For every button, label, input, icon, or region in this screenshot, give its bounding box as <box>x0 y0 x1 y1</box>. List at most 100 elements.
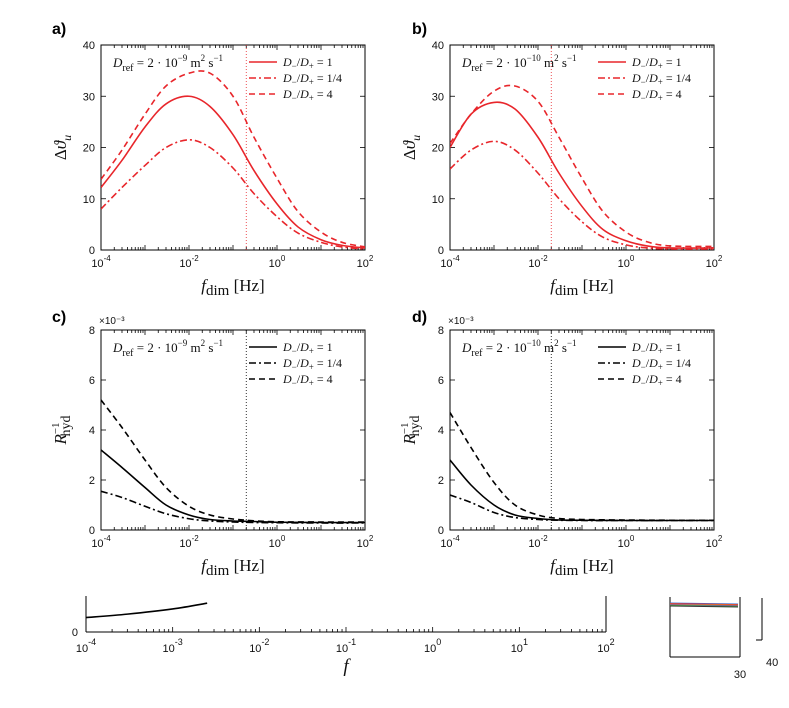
fragment-series-line <box>669 603 739 606</box>
reference-label: Dref = 2 · 10−9 m2 s−1 <box>112 53 223 74</box>
panel-label: b) <box>412 21 427 38</box>
y-axis-label: R−1hyd <box>399 415 423 445</box>
y-tick-label: 0 <box>72 627 78 639</box>
x-tick-label: 100 <box>424 637 441 655</box>
y-tick-label: 0 <box>438 525 444 537</box>
legend-entry: D−/D+ = 4 <box>282 372 333 388</box>
series-line-solid <box>85 602 208 619</box>
x-axis-label: fdim [Hz] <box>550 276 613 299</box>
x-tick-label: 100 <box>618 254 635 270</box>
fragment-series-line <box>669 603 739 606</box>
x-tick-label: 10-2 <box>249 637 269 655</box>
legend-entry: D−/D+ = 1/4 <box>282 356 342 372</box>
legend-entry: D−/D+ = 1 <box>282 340 333 356</box>
y-tick-label: 40 <box>83 40 95 52</box>
x-axis-label: fdim [Hz] <box>201 276 264 299</box>
x-tick-label: 102 <box>597 637 614 655</box>
y-axis-label: R−1hyd <box>50 415 74 445</box>
panel-a: a) 0 10 20 30 40 10-4 10-2 100 102 fdim [Hz] Δϑu Dre… <box>51 21 374 299</box>
y-tick-label: 4 <box>438 425 444 437</box>
x-tick-label: 10-2 <box>528 254 548 270</box>
y-tick-label: 2 <box>438 475 444 487</box>
reference-label: Dref = 2 · 10−9 m2 s−1 <box>112 338 223 359</box>
series-line-solid <box>101 95 365 249</box>
x-tick-label: 10-4 <box>440 534 460 550</box>
x-tick-label: 102 <box>357 254 374 270</box>
y-tick-label: 30 <box>432 91 444 103</box>
y-tick-label: 0 <box>89 245 95 257</box>
series-line-dashdot <box>101 139 365 250</box>
y-tick-label: 10 <box>432 194 444 206</box>
panel-b: b) 0 10 20 30 40 10-4 10-2 100 102 fdim [Hz] Δϑu Dre… <box>400 21 723 299</box>
legend-entry: D−/D+ = 1/4 <box>282 71 342 87</box>
fragment-series-line <box>669 604 739 607</box>
panel-label: d) <box>412 309 427 326</box>
x-tick-label: 10-2 <box>179 534 199 550</box>
legend-entry: D−/D+ = 1/4 <box>631 356 691 372</box>
series-line-dashed <box>101 70 365 248</box>
x-tick-label: 100 <box>269 534 286 550</box>
reference-label: Dref = 2 · 10−10 m2 s−1 <box>461 53 577 74</box>
y-tick-label: 0 <box>89 525 95 537</box>
x-tick-label: 10-4 <box>91 254 111 270</box>
legend-entry: D−/D+ = 1 <box>631 55 682 71</box>
fragment-series-line <box>669 604 739 607</box>
x-tick-label: 10-4 <box>91 534 111 550</box>
series-line-solid <box>101 449 365 524</box>
panel-label: a) <box>52 21 66 38</box>
y-axis-label: Δϑu <box>51 135 74 160</box>
x-tick-label: 102 <box>706 534 723 550</box>
y-tick-label: 8 <box>89 325 95 337</box>
legend-entry: D−/D+ = 4 <box>282 87 333 103</box>
x-tick-label: 100 <box>618 534 635 550</box>
x-tick-label: 10-3 <box>163 637 183 655</box>
fragment-tick-label: 30 <box>734 669 746 681</box>
bottom-strip-axis: 10-4 10-3 10-2 10-1 100 101 102 0 f <box>72 596 615 677</box>
series-line-dashed <box>450 84 714 248</box>
legend-entry: D−/D+ = 1/4 <box>631 71 691 87</box>
x-tick-label: 10-4 <box>440 254 460 270</box>
x-tick-label: 102 <box>357 534 374 550</box>
legend-entry: D−/D+ = 1 <box>631 340 682 356</box>
panel-c: c) 0 2 4 6 8 ×10⁻³ 10-4 10-2 100 102 fdim [Hz] R−1hy… <box>50 309 374 579</box>
y-tick-label: 2 <box>89 475 95 487</box>
x-tick-label: 10-1 <box>336 637 356 655</box>
legend-entry: D−/D+ = 1 <box>282 55 333 71</box>
y-tick-label: 10 <box>83 194 95 206</box>
x-tick-label: 10-4 <box>76 637 96 655</box>
x-axis-label: f <box>343 656 351 677</box>
y-multiplier: ×10⁻³ <box>99 316 125 327</box>
y-tick-label: 0 <box>438 245 444 257</box>
x-tick-label: 101 <box>511 637 528 655</box>
series-line-dashdot <box>450 494 714 522</box>
y-tick-label: 6 <box>89 375 95 387</box>
reference-label: Dref = 2 · 10−10 m2 s−1 <box>461 338 577 359</box>
x-tick-label: 100 <box>269 254 286 270</box>
x-tick-label: 102 <box>706 254 723 270</box>
x-tick-label: 10-2 <box>179 254 199 270</box>
y-tick-label: 20 <box>432 143 444 155</box>
series-line-dashed <box>450 412 714 522</box>
series-line-dashdot <box>450 140 714 250</box>
legend-entry: D−/D+ = 4 <box>631 87 682 103</box>
x-axis-label: fdim [Hz] <box>550 556 613 579</box>
series-line-dashed <box>101 399 365 523</box>
y-tick-label: 20 <box>83 143 95 155</box>
y-tick-label: 40 <box>432 40 444 52</box>
panel-label: c) <box>52 309 66 326</box>
fragment-series-line <box>669 602 739 605</box>
y-tick-label: 4 <box>89 425 95 437</box>
y-tick-label: 8 <box>438 325 444 337</box>
fragment-series-line <box>669 605 739 608</box>
y-multiplier: ×10⁻³ <box>448 316 474 327</box>
series-line-dashdot <box>101 490 365 524</box>
series-line-solid <box>450 101 714 249</box>
legend-entry: D−/D+ = 4 <box>631 372 682 388</box>
panel-d: d) 0 2 4 6 8 ×10⁻³ 10-4 10-2 100 102 fdim [Hz] R−1hy… <box>399 309 723 579</box>
y-axis-label: Δϑu <box>400 135 423 160</box>
y-tick-label: 6 <box>438 375 444 387</box>
y-tick-label: 30 <box>83 91 95 103</box>
x-axis-label: fdim [Hz] <box>201 556 264 579</box>
fragment-tick-label: 40 <box>766 657 778 669</box>
